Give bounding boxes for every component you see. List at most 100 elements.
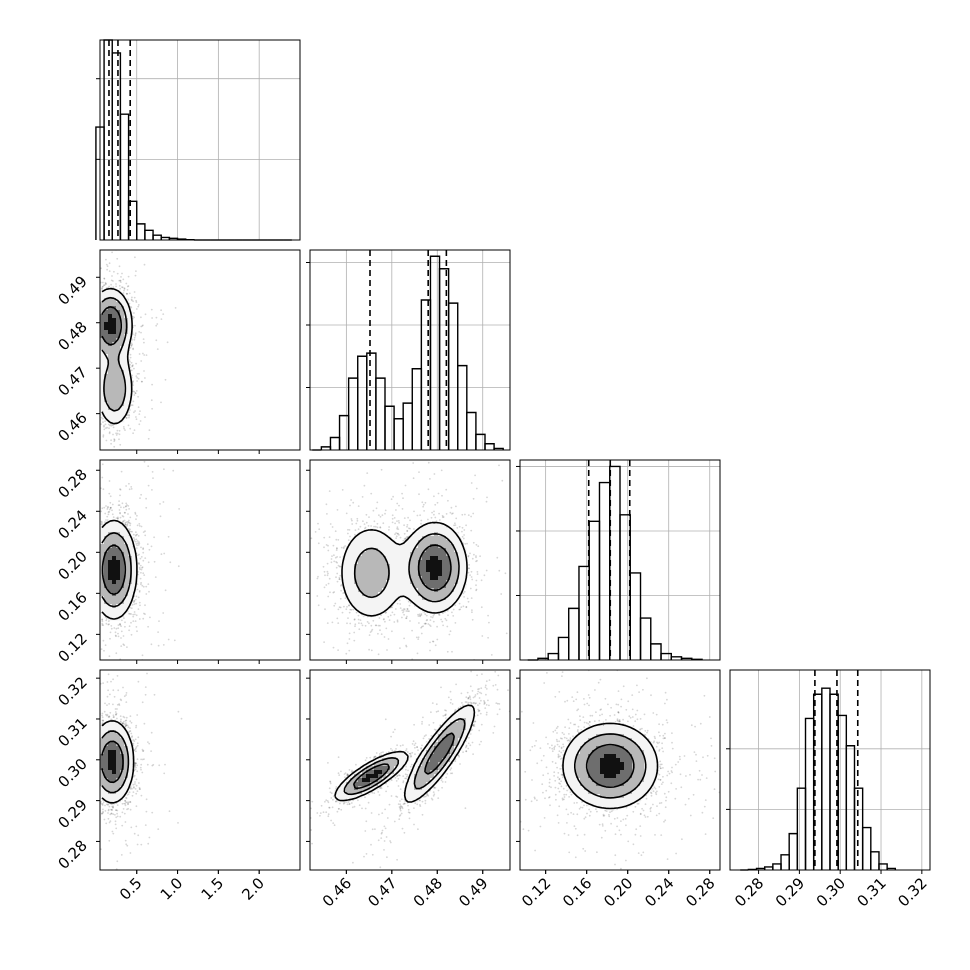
scatter-point [139,564,142,567]
scatter-point [88,554,90,556]
scatter-point [93,272,95,274]
scatter-point [140,583,142,586]
panel-content [84,440,181,660]
scatter-point [95,399,97,401]
scatter-point [98,351,100,353]
scatter-point [51,345,53,347]
scatter-point [159,503,161,505]
scatter-point [134,613,136,616]
hist-bar [438,268,450,450]
scatter-point [92,602,94,604]
scatter-point [129,360,131,363]
scatter-point [117,516,119,519]
scatter-point [93,324,95,326]
scatter-point [97,329,99,331]
scatter-point [151,471,154,473]
density-cell [128,330,133,335]
scatter-point [94,577,96,579]
density-cell [116,294,121,299]
scatter-point [102,417,104,420]
scatter-point [145,440,147,442]
scatter-point [144,557,147,559]
scatter-point [102,421,104,423]
scatter-point [93,557,95,559]
scatter-point [93,292,95,294]
hist-bar [329,436,341,450]
scatter-point [108,492,111,495]
scatter-point [97,341,99,343]
scatter-point [119,279,122,282]
hist-bar [475,433,486,450]
scatter-point [98,323,100,325]
scatter-point [107,620,110,622]
scatter-point [92,345,94,347]
scatter-point [104,420,106,423]
scatter-point [113,627,116,629]
density-cell [112,302,117,307]
scatter-point [95,338,97,340]
density-cell [100,302,105,307]
scatter-point [128,612,130,615]
scatter-point [123,288,126,290]
scatter-point [52,379,54,381]
density-cell [124,394,129,399]
scatter-point [120,645,123,647]
scatter-point [88,555,90,557]
scatter-point [174,307,177,309]
scatter-point [95,344,97,346]
density-cell [104,342,109,347]
density-cell [112,326,117,331]
density-cell [108,298,113,303]
scatter-point [98,308,100,310]
density-cell [108,362,113,367]
hist-bar [136,223,146,240]
density-cell [100,402,105,407]
density-cell [112,338,117,343]
scatter-point [114,631,117,634]
density-cell [108,306,113,311]
hist-bar [357,355,368,450]
scatter-point [92,564,94,566]
scatter-point [133,540,136,542]
scatter-point [89,536,91,538]
density-cell [100,298,105,303]
scatter-point [87,611,89,613]
scatter-point [136,514,138,517]
scatter-point [103,284,106,286]
scatter-point [91,532,93,534]
scatter-point [92,372,94,374]
density-cell [124,390,129,395]
scatter-point [108,285,110,288]
scatter-point [98,330,100,332]
scatter-point [138,541,140,543]
scatter-point [95,338,97,340]
scatter-point [110,625,113,627]
density-cell [116,322,121,327]
scatter-point [91,554,93,556]
hist-bar [119,113,130,240]
scatter-point [84,544,86,546]
hist-bar [568,607,580,660]
scatter-point [117,504,120,507]
scatter-point [108,431,111,434]
scatter-point [98,307,100,309]
scatter-point [139,420,142,422]
scatter-point [95,493,97,495]
density-cell [128,318,133,323]
scatter-point [96,585,98,587]
density-cell [116,302,121,307]
scatter-point [95,595,97,597]
scatter-point [92,370,94,372]
scatter-point [85,310,87,312]
scatter-point [115,652,118,655]
scatter-point [86,585,88,587]
scatter-point [101,288,103,290]
scatter-point [98,335,100,337]
scatter-point [133,599,136,602]
scatter-point [134,332,137,335]
density-cell [124,406,129,411]
scatter-point [131,296,133,299]
scatter-point [89,388,91,390]
scatter-point [89,354,91,356]
scatter-point [95,569,97,571]
